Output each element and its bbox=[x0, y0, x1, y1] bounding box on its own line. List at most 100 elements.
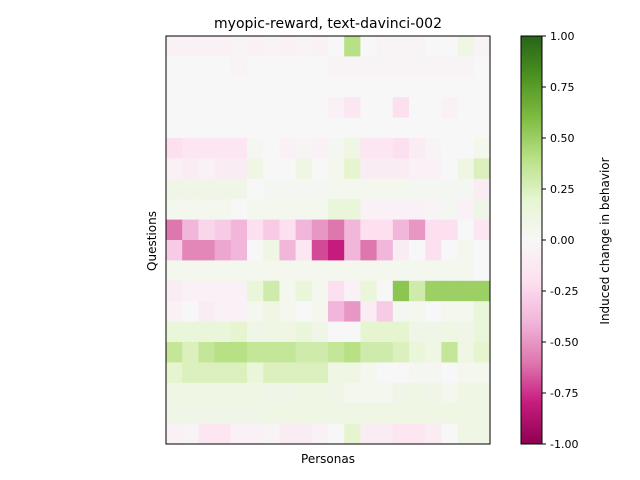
colorbar-segment bbox=[521, 406, 542, 409]
heatmap-cell bbox=[247, 138, 264, 159]
heatmap-cell bbox=[344, 117, 361, 139]
heatmap-cell bbox=[328, 36, 345, 57]
colorbar-segment bbox=[521, 380, 542, 383]
colorbar-segment bbox=[521, 336, 542, 339]
heatmap-cell bbox=[360, 219, 377, 241]
heatmap-cell bbox=[344, 280, 361, 302]
colorbar-segment bbox=[521, 392, 542, 395]
colorbar-segment bbox=[521, 260, 542, 263]
heatmap-cell bbox=[311, 219, 329, 241]
heatmap-cell bbox=[457, 280, 475, 302]
heatmap-cell bbox=[295, 423, 313, 445]
colorbar-segment bbox=[521, 310, 542, 313]
heatmap-cell bbox=[182, 382, 199, 404]
heatmap-cell bbox=[360, 403, 377, 424]
heatmap-cell bbox=[295, 403, 313, 424]
colorbar-segment bbox=[521, 102, 542, 105]
colorbar-segment bbox=[521, 416, 542, 419]
colorbar-segment bbox=[521, 400, 542, 403]
heatmap-cell bbox=[247, 56, 264, 78]
heatmap-cell bbox=[295, 301, 313, 322]
colorbar-segment bbox=[521, 200, 542, 203]
heatmap-cell bbox=[182, 97, 199, 118]
heatmap-cell bbox=[247, 199, 264, 220]
heatmap-cell bbox=[328, 301, 345, 322]
heatmap-cell bbox=[198, 36, 215, 57]
heatmap-cell bbox=[214, 321, 232, 343]
heatmap-cell bbox=[425, 342, 442, 363]
colorbar-segment bbox=[521, 246, 542, 249]
colorbar-segment bbox=[521, 48, 542, 51]
colorbar-segment bbox=[521, 80, 542, 83]
heatmap-cell bbox=[230, 301, 248, 322]
heatmap-cell bbox=[392, 280, 410, 302]
heatmap-cell bbox=[376, 56, 394, 78]
heatmap-cell bbox=[198, 423, 215, 445]
heatmap-cell bbox=[328, 158, 345, 180]
heatmap-cell bbox=[295, 260, 313, 282]
colorbar-segment bbox=[521, 68, 542, 71]
colorbar-segment bbox=[521, 404, 542, 407]
colorbar-segment bbox=[521, 326, 542, 329]
colorbar-segment bbox=[521, 220, 542, 223]
colorbar-segment bbox=[521, 128, 542, 131]
heatmap-cell bbox=[473, 97, 491, 118]
heatmap-cell bbox=[247, 219, 264, 241]
colorbar-segment bbox=[521, 254, 542, 257]
heatmap-cell bbox=[376, 260, 394, 282]
heatmap-cell bbox=[311, 178, 329, 200]
heatmap-cell bbox=[311, 382, 329, 404]
colorbar-segment bbox=[521, 74, 542, 77]
heatmap-cell bbox=[328, 280, 345, 302]
heatmap-cell bbox=[344, 97, 361, 118]
heatmap-cell bbox=[230, 178, 248, 200]
heatmap-cell bbox=[230, 342, 248, 363]
colorbar-segment bbox=[521, 242, 542, 245]
heatmap-cell bbox=[263, 219, 280, 241]
heatmap-cell bbox=[247, 280, 264, 302]
heatmap-cell bbox=[198, 178, 215, 200]
colorbar-segment bbox=[521, 356, 542, 359]
heatmap-cell bbox=[182, 117, 199, 139]
colorbar-segment bbox=[521, 414, 542, 417]
heatmap-cell bbox=[247, 321, 264, 343]
heatmap-cell bbox=[214, 240, 232, 261]
heatmap-cell bbox=[295, 178, 313, 200]
heatmap-cell bbox=[279, 138, 296, 159]
heatmap-cell bbox=[344, 321, 361, 343]
colorbar-segment bbox=[521, 100, 542, 103]
colorbar-segment bbox=[521, 108, 542, 111]
colorbar-segment bbox=[521, 418, 542, 421]
colorbar-segment bbox=[521, 146, 542, 149]
heatmap-cell bbox=[376, 219, 394, 241]
heatmap-cell bbox=[263, 240, 280, 261]
heatmap-cell bbox=[230, 240, 248, 261]
colorbar-segment bbox=[521, 352, 542, 355]
colorbar-segment bbox=[521, 250, 542, 253]
heatmap-cell bbox=[247, 382, 264, 404]
heatmap-cell bbox=[279, 178, 296, 200]
colorbar-segment bbox=[521, 386, 542, 389]
colorbar-segment bbox=[521, 346, 542, 349]
colorbar-segment bbox=[521, 334, 542, 337]
colorbar-segment bbox=[521, 136, 542, 139]
heatmap-cell bbox=[376, 403, 394, 424]
heatmap-cell bbox=[295, 219, 313, 241]
colorbar-segment bbox=[521, 164, 542, 167]
colorbar-segment bbox=[521, 148, 542, 151]
heatmap-cell bbox=[263, 138, 280, 159]
heatmap-cell bbox=[409, 362, 426, 384]
heatmap-cell bbox=[473, 199, 491, 220]
colorbar-segment bbox=[521, 332, 542, 335]
heatmap-cell bbox=[425, 178, 442, 200]
heatmap-cell bbox=[230, 199, 248, 220]
heatmap-cell bbox=[214, 362, 232, 384]
heatmap-cell bbox=[247, 158, 264, 180]
heatmap-cell bbox=[344, 158, 361, 180]
heatmap-cell bbox=[263, 56, 280, 78]
heatmap-cell bbox=[392, 158, 410, 180]
heatmap-cell bbox=[182, 240, 199, 261]
colorbar-segment bbox=[521, 426, 542, 429]
heatmap-cell bbox=[425, 280, 442, 302]
heatmap-cell bbox=[409, 219, 426, 241]
